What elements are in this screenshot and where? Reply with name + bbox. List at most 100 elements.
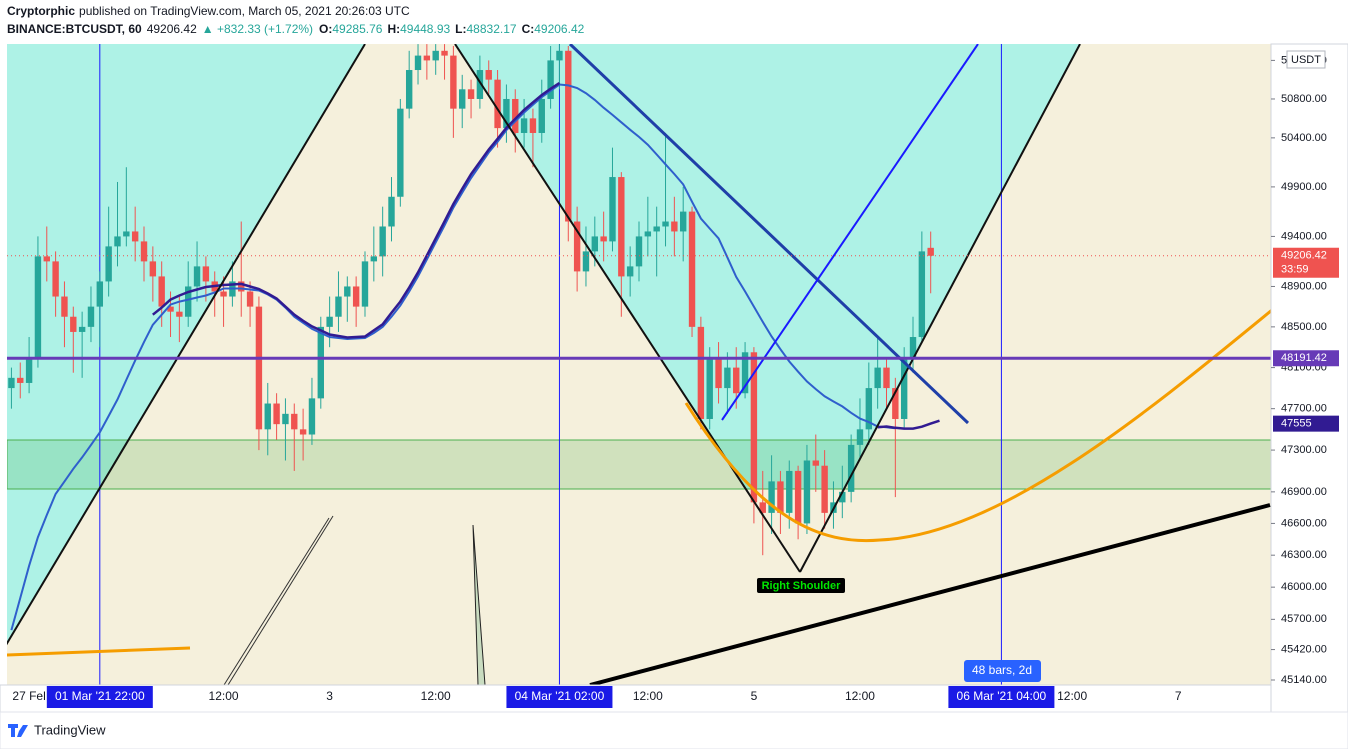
candle-body	[441, 50, 448, 56]
candle-body	[697, 326, 705, 419]
candle-body	[78, 326, 86, 332]
candle-body	[706, 357, 713, 419]
y-tick-label: 48900.00	[1281, 280, 1327, 292]
candle-body	[821, 465, 828, 513]
trend-line	[799, 44, 1081, 573]
y-tick-label: 46300.00	[1281, 549, 1327, 561]
trend-line	[568, 44, 970, 425]
candle-body	[618, 177, 625, 277]
ohlc-value: 49448.93	[400, 22, 450, 36]
candle-body	[874, 367, 881, 389]
candle-body	[476, 70, 484, 99]
author: Cryptorphic	[7, 4, 75, 18]
candle-body	[96, 281, 104, 307]
y-tick-label: 50400.00	[1281, 132, 1327, 144]
candle-body	[264, 403, 271, 430]
candle-body	[556, 50, 563, 61]
candle-body	[812, 460, 819, 466]
candle-body	[123, 231, 130, 237]
candle-body	[114, 236, 121, 247]
candle-body	[671, 221, 678, 232]
candle-body	[927, 247, 934, 256]
y-tick-label: 47700.00	[1281, 403, 1327, 415]
symbol: BINANCE:BTCUSDT, 60	[7, 22, 142, 36]
x-tick-label: 04 Mar '21 02:00	[515, 689, 605, 703]
candle-body	[856, 429, 864, 445]
candles	[8, 44, 934, 556]
candle-body	[865, 388, 873, 430]
trend-line	[7, 44, 366, 646]
candle-body	[149, 261, 157, 277]
candle-body	[361, 261, 369, 307]
candle-body	[397, 108, 404, 197]
candle-body	[503, 98, 510, 129]
candle-body	[299, 429, 307, 435]
x-tick-label: 12:00	[1057, 689, 1087, 703]
candle-body	[688, 211, 696, 327]
candle-body	[308, 398, 316, 435]
candle-body	[291, 413, 298, 430]
candle-body	[759, 502, 766, 513]
candle-body	[529, 118, 537, 133]
candle-body	[335, 296, 342, 317]
candle-body	[467, 89, 475, 99]
candle-body	[803, 460, 811, 524]
candle-body	[538, 98, 545, 133]
candle-body	[847, 444, 855, 492]
candle-body	[52, 261, 59, 297]
publish-line: Cryptorphic published on TradingView.com,…	[7, 4, 410, 18]
x-tick-label: 12:00	[209, 689, 239, 703]
candle-body	[140, 241, 148, 262]
candle-body	[176, 311, 183, 317]
candle-body	[273, 403, 280, 425]
ohlc-key: C:	[522, 22, 535, 36]
footer	[0, 711, 1348, 749]
candle-body	[255, 306, 263, 430]
y-tick-label: 46000.00	[1281, 581, 1327, 593]
ma-tag	[1273, 415, 1339, 432]
ohlc-key: O:	[319, 22, 332, 36]
candle-body	[644, 231, 652, 237]
trend-line	[227, 515, 334, 685]
candle-body	[635, 236, 643, 267]
candle-body	[432, 50, 439, 61]
candle-body	[653, 226, 660, 232]
candle-body	[715, 357, 722, 389]
candle-body	[573, 221, 581, 272]
candle-body	[370, 256, 378, 262]
candle-body	[405, 70, 413, 109]
currency-label: USDT	[1291, 54, 1321, 66]
countdown: 33:59	[1281, 264, 1309, 276]
candle-body	[25, 357, 33, 383]
candle-body	[591, 236, 599, 252]
arc	[684, 308, 1271, 543]
x-tick-label: 12:00	[845, 689, 875, 703]
x-tick-label: 06 Mar '21 04:00	[957, 689, 1047, 703]
trend-line	[223, 517, 330, 685]
candle-body	[414, 55, 422, 71]
x-tick-label: 12:00	[633, 689, 663, 703]
logo	[8, 724, 28, 737]
axes: 51200.0050800.0050400.0049900.0049400.00…	[12, 54, 1339, 708]
brand: TradingView	[34, 722, 106, 737]
y-tick-label: 45420.00	[1281, 643, 1327, 655]
time-marker-box	[506, 686, 613, 708]
ohlc-value: 49285.76	[332, 22, 382, 36]
candle-body	[202, 266, 210, 282]
candle-body	[158, 276, 165, 307]
candle-body	[105, 246, 112, 282]
candle-body	[741, 352, 749, 394]
candle-body	[724, 367, 731, 389]
candle-body	[918, 251, 926, 338]
candle-body	[17, 377, 24, 383]
levels	[7, 255, 1271, 360]
candle-body	[34, 256, 42, 358]
time-axis	[0, 684, 1272, 713]
ohlc-value: 48832.17	[467, 22, 517, 36]
arrow-shape	[472, 524, 486, 685]
trend-line	[7, 646, 191, 657]
candle-body	[485, 70, 492, 80]
candle-body	[662, 221, 669, 227]
candle-body	[459, 89, 466, 109]
candle-body	[238, 281, 245, 292]
